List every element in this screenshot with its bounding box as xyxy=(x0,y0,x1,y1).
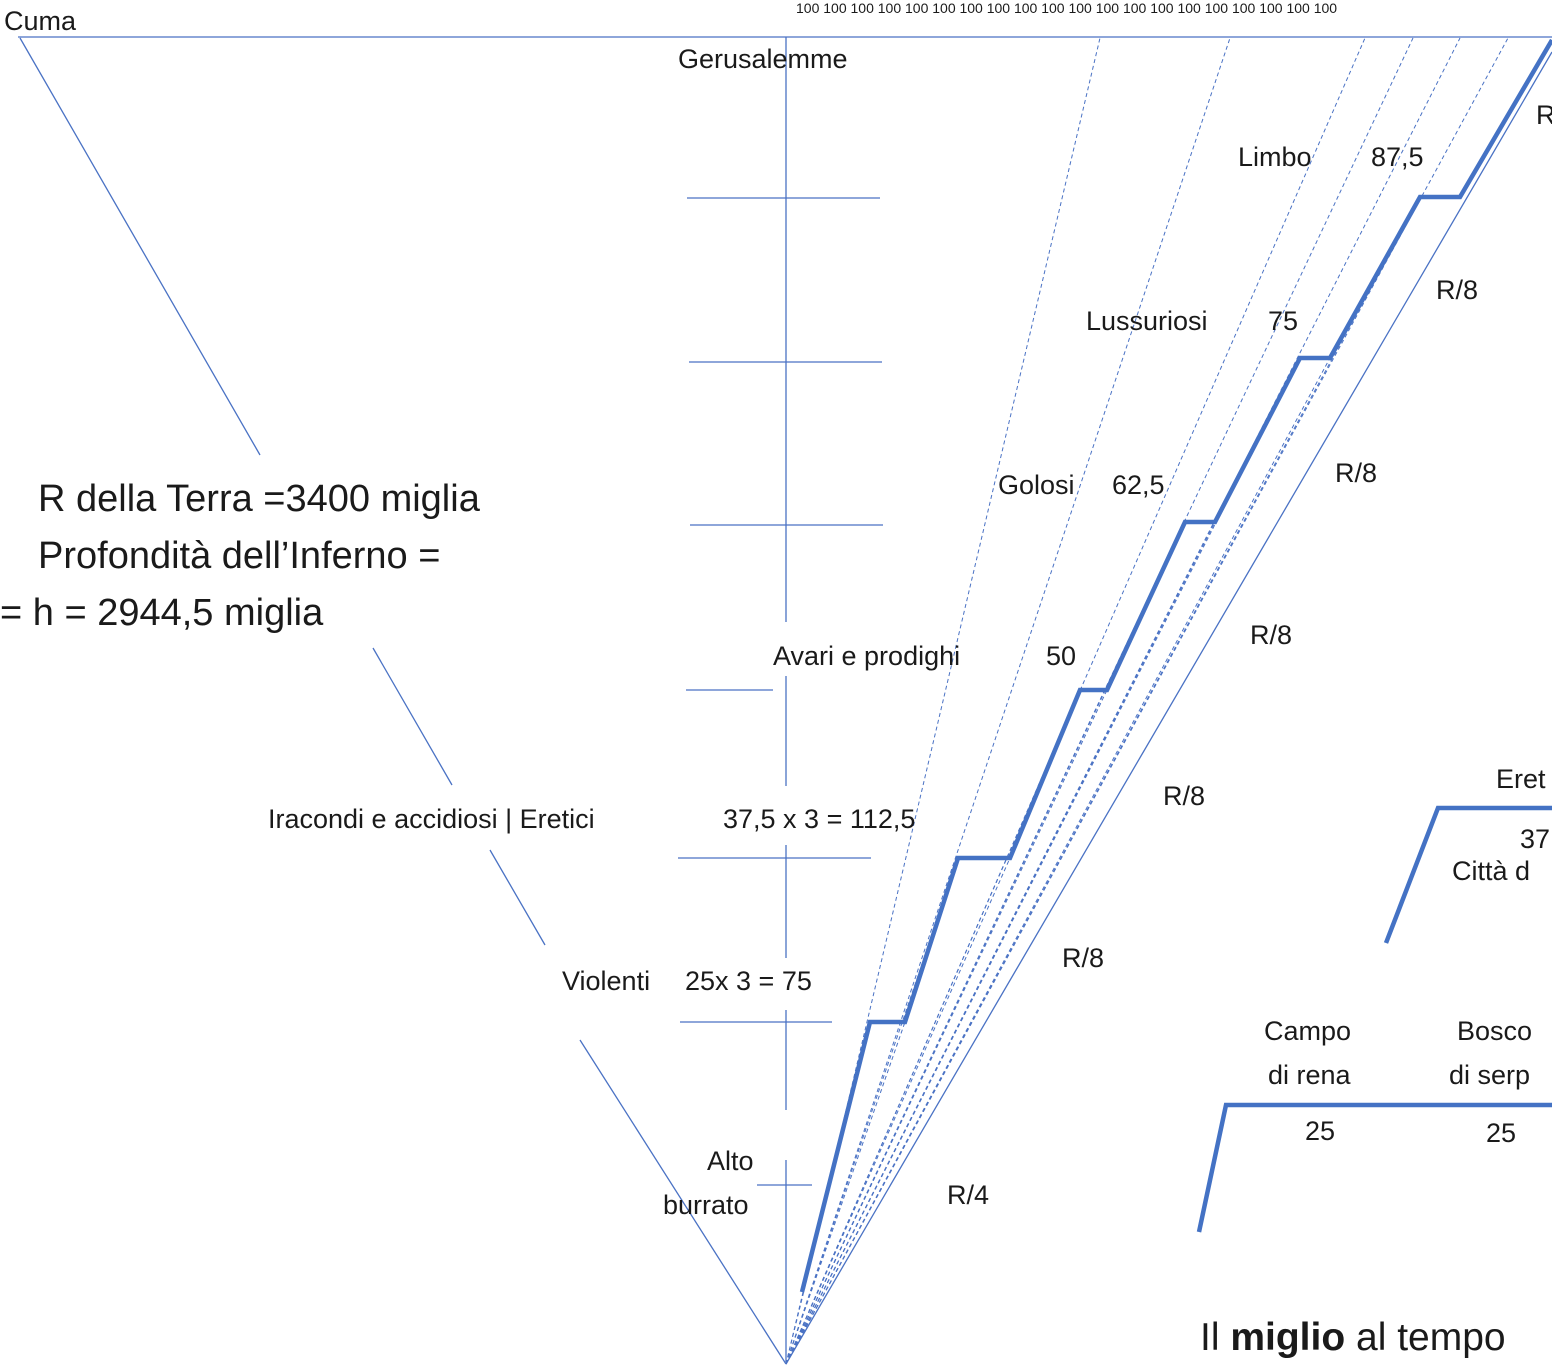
circle-value-iracondi: 37,5 x 3 = 112,5 xyxy=(723,804,916,834)
inset-campo-line1: Campo xyxy=(1264,1016,1352,1046)
inferno-depth-text: Profondità dell’Inferno = xyxy=(38,535,441,577)
inset-campo-line2: di rena xyxy=(1268,1060,1351,1090)
tick-numbers: 100 100 100 100 100 100 100 100 100 100 … xyxy=(796,0,1338,16)
alto-burrato-line2: burrato xyxy=(663,1190,749,1220)
ratio-label: R/8 xyxy=(1250,620,1293,650)
inset-bosco-line1: Bosco xyxy=(1457,1016,1533,1046)
circle-label-avari: Avari e prodighi xyxy=(773,641,961,671)
ratio-label: R/8 xyxy=(1062,943,1105,973)
footer-bold: miglio xyxy=(1230,1316,1346,1359)
ratio-label: R/8 xyxy=(1335,458,1378,488)
circle-value-avari: 50 xyxy=(1046,641,1077,671)
cone-left-edge xyxy=(579,1039,787,1365)
cone-left-edge xyxy=(489,849,546,946)
ratio-label: R/8 xyxy=(1436,275,1479,305)
inset-campo-value: 25 xyxy=(1305,1116,1336,1146)
inset-bosco-value: 25 xyxy=(1486,1118,1517,1148)
inset-citta-caption: Città d xyxy=(1452,856,1531,886)
circle-label-iracondi: Iracondi e accidiosi | Eretici xyxy=(268,804,595,834)
circle-label-golosi: Golosi xyxy=(998,470,1075,500)
cone-left-edge xyxy=(372,647,453,786)
circle-value-golosi: 62,5 xyxy=(1112,470,1165,500)
circle-label-limbo: Limbo xyxy=(1238,142,1312,172)
circle-value-lussuriosi: 75 xyxy=(1268,306,1299,336)
footer-pre: Il xyxy=(1200,1316,1231,1359)
cone-right-edge xyxy=(785,51,1552,1365)
cone-left-edge xyxy=(19,37,261,456)
inset-eretici-title: Eret xyxy=(1496,764,1546,794)
footer-note: Il miglio al tempo xyxy=(1200,1316,1506,1360)
earth-radius-text: R della Terra =3400 miglia xyxy=(38,478,480,520)
inferno-depth-value: = h = 2944,5 miglia xyxy=(0,592,324,634)
inset-bosco-line2: di serp xyxy=(1449,1060,1531,1090)
edge-letter-label: R xyxy=(1536,100,1552,130)
circle-label-violenti: Violenti xyxy=(562,966,651,996)
ratio-label: R/4 xyxy=(947,1180,990,1210)
inset-lower-profile xyxy=(1196,1102,1552,1233)
inferno-profile xyxy=(799,38,1552,1293)
circle-label-lussuriosi: Lussuriosi xyxy=(1086,306,1208,336)
alto-burrato-line1: Alto xyxy=(707,1146,754,1176)
ratio-label: R/8 xyxy=(1163,781,1206,811)
circle-value-violenti: 25x 3 = 75 xyxy=(685,966,812,996)
gerusalemme-label: Gerusalemme xyxy=(678,44,848,74)
circle-value-limbo: 87,5 xyxy=(1371,142,1424,172)
inset-upper-profile xyxy=(1383,805,1552,944)
cuma-label: Cuma xyxy=(4,6,77,36)
footer-post: al tempo xyxy=(1345,1316,1506,1359)
inset-eretici-value: 37 xyxy=(1520,824,1551,854)
